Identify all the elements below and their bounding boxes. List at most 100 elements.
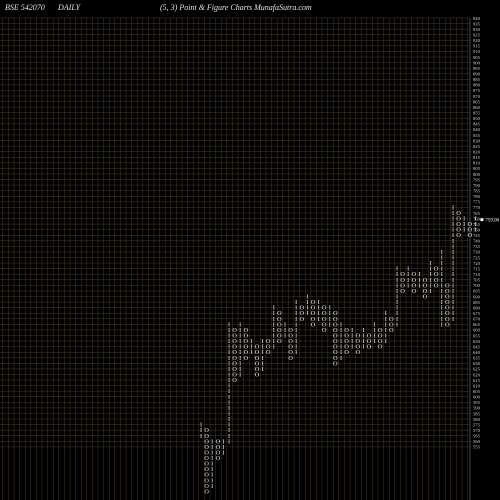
o-mark: O	[468, 221, 473, 228]
x-mark: I	[211, 449, 213, 456]
o-mark: O	[423, 288, 428, 295]
o-mark: O	[232, 355, 237, 362]
x-mark: I	[374, 321, 376, 328]
chart-grid	[0, 17, 471, 500]
price-tick-label: 615	[473, 378, 481, 383]
price-tick-label: 595	[473, 400, 481, 405]
price-tick-label: 605	[473, 389, 481, 394]
o-mark: O	[456, 210, 461, 217]
price-tick-label: 720	[473, 261, 481, 266]
o-mark: O	[333, 355, 338, 362]
o-mark: O	[378, 327, 383, 334]
x-mark: I	[273, 338, 275, 345]
o-mark: O	[445, 282, 450, 289]
o-mark: O	[255, 366, 260, 373]
x-mark: I	[239, 327, 241, 334]
price-tick-label: 690	[473, 294, 481, 299]
x-mark: I	[295, 310, 297, 317]
x-mark: I	[463, 216, 465, 223]
x-mark: I	[362, 338, 364, 345]
x-mark: I	[228, 327, 230, 334]
o-mark: O	[277, 327, 282, 334]
price-tick-label: 785	[473, 188, 481, 193]
x-mark: I	[452, 232, 454, 239]
x-mark: I	[430, 271, 432, 278]
price-tick-label: 620	[473, 372, 481, 377]
last-price-dot	[480, 218, 484, 222]
x-mark: I	[262, 366, 264, 373]
o-mark: O	[322, 310, 327, 317]
o-mark: O	[344, 332, 349, 339]
price-tick-label: 940	[473, 16, 481, 21]
price-tick-label: 815	[473, 155, 481, 160]
o-mark: O	[322, 305, 327, 312]
price-tick-label: 850	[473, 116, 481, 121]
x-mark: I	[452, 310, 454, 317]
x-mark: I	[396, 277, 398, 284]
x-mark: I	[452, 243, 454, 250]
o-mark: O	[344, 349, 349, 356]
o-mark: O	[232, 349, 237, 356]
x-mark: I	[441, 294, 443, 301]
o-mark: O	[333, 360, 338, 367]
price-tick-label: 640	[473, 350, 481, 355]
x-mark: I	[228, 438, 230, 445]
o-mark: O	[204, 438, 209, 445]
x-mark: I	[211, 461, 213, 468]
x-mark: I	[211, 438, 213, 445]
price-tick-label: 715	[473, 266, 481, 271]
last-price-marker: 759.00	[480, 218, 500, 223]
price-tick-label: 685	[473, 300, 481, 305]
x-mark: I	[362, 344, 364, 351]
x-mark: I	[329, 316, 331, 323]
x-mark: I	[441, 288, 443, 295]
x-mark: I	[295, 332, 297, 339]
o-mark: O	[356, 332, 361, 339]
o-mark: O	[423, 277, 428, 284]
x-mark: I	[228, 433, 230, 440]
o-mark: O	[277, 316, 282, 323]
x-mark: I	[385, 332, 387, 339]
x-mark: I	[239, 360, 241, 367]
price-tick-label: 825	[473, 144, 481, 149]
o-mark: O	[288, 349, 293, 356]
o-mark: O	[378, 338, 383, 345]
o-mark: O	[468, 232, 473, 239]
x-mark: I	[452, 255, 454, 262]
x-mark: I	[284, 321, 286, 328]
price-tick-label: 585	[473, 411, 481, 416]
x-mark: I	[396, 288, 398, 295]
x-mark: I	[385, 316, 387, 323]
x-mark: I	[295, 299, 297, 306]
o-mark: O	[378, 344, 383, 351]
x-mark: I	[362, 327, 364, 334]
price-tick-label: 810	[473, 161, 481, 166]
price-tick-label: 845	[473, 122, 481, 127]
o-mark: O	[412, 288, 417, 295]
x-mark: I	[407, 282, 409, 289]
x-mark: I	[441, 310, 443, 317]
o-mark: O	[344, 344, 349, 351]
x-mark: I	[273, 321, 275, 328]
x-mark: I	[262, 338, 264, 345]
x-mark: I	[222, 438, 224, 445]
x-mark: I	[250, 349, 252, 356]
price-tick-label: 660	[473, 328, 481, 333]
x-mark: I	[295, 305, 297, 312]
price-tick-label: 835	[473, 133, 481, 138]
price-tick-label: 695	[473, 289, 481, 294]
x-mark: I	[228, 349, 230, 356]
o-mark: O	[300, 310, 305, 317]
price-tick-label: 920	[473, 38, 481, 43]
x-mark: I	[351, 344, 353, 351]
o-mark: O	[400, 271, 405, 278]
price-tick-label: 860	[473, 105, 481, 110]
price-tick-label: 575	[473, 422, 481, 427]
o-mark: O	[204, 466, 209, 473]
o-mark: O	[204, 461, 209, 468]
x-mark: I	[430, 266, 432, 273]
x-mark: I	[273, 327, 275, 334]
o-mark: O	[311, 321, 316, 328]
price-tick-label: 675	[473, 311, 481, 316]
